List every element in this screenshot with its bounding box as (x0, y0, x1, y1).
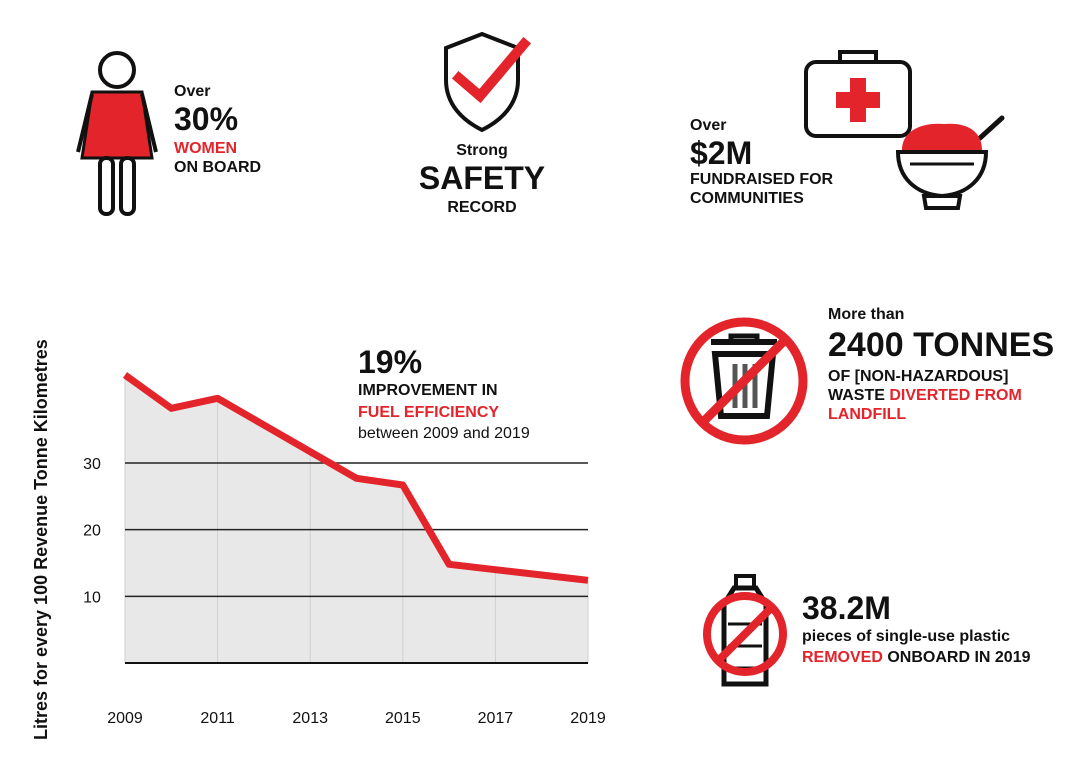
waste-line2-plain: WASTE (828, 387, 890, 404)
safety-value: SAFETY (418, 160, 546, 196)
waste-prefix: More than (828, 306, 905, 323)
shield-check-icon (444, 31, 532, 133)
safety-suffix: RECORD (447, 199, 517, 216)
first-aid-kit-icon (804, 50, 912, 138)
waste-line3: LANDFILL (828, 406, 907, 423)
waste-line2-red: DIVERTED FROM (889, 387, 1022, 404)
waste-value: 2400 TONNES (828, 326, 1055, 364)
women-value: 30% (174, 101, 239, 137)
fundraise-prefix: Over (690, 117, 727, 134)
chart-area-fill (125, 375, 588, 663)
women-suffix: ON BOARD (174, 159, 262, 176)
plastic-line2-red: REMOVED (802, 649, 883, 666)
plastic-line2: REMOVED ONBOARD IN 2019 (802, 648, 1031, 667)
x-tick-label: 2011 (200, 710, 235, 727)
women-highlight: WOMEN (174, 140, 238, 157)
y-tick-label: 20 (83, 523, 101, 540)
fuel-highlight: FUEL EFFICIENCY (358, 404, 500, 421)
x-tick-label: 2015 (385, 710, 421, 727)
plastic-value: 38.2M (802, 590, 891, 626)
no-trash-icon (680, 317, 808, 445)
fuel-line3: between 2009 and 2019 (358, 425, 530, 442)
y-tick-label: 10 (83, 589, 101, 606)
woman-icon (76, 51, 158, 216)
fundraise-line1: FUNDRAISED FOR (690, 171, 834, 188)
x-tick-label: 2013 (292, 710, 328, 727)
plastic-line1: pieces of single-use plastic (802, 628, 1011, 645)
rice-bowl-icon (895, 115, 1005, 210)
x-tick-label: 2017 (478, 710, 514, 727)
waste-line1: OF [NON-HAZARDOUS] (828, 368, 1009, 385)
fuel-value: 19% (358, 344, 423, 380)
x-tick-label: 2009 (107, 710, 143, 727)
safety-prefix: Strong (456, 142, 508, 159)
plastic-line2-plain: ONBOARD IN 2019 (882, 649, 1031, 666)
fundraise-value: $2M (690, 135, 753, 171)
fuel-line1: IMPROVEMENT IN (358, 382, 498, 399)
fundraise-line2: COMMUNITIES (690, 190, 804, 207)
no-plastic-bottle-icon (703, 574, 787, 687)
x-tick-label: 2019 (570, 710, 606, 727)
women-prefix: Over (174, 83, 211, 100)
y-tick-label: 30 (83, 456, 101, 473)
waste-line2: WASTE DIVERTED FROM (828, 386, 1022, 405)
